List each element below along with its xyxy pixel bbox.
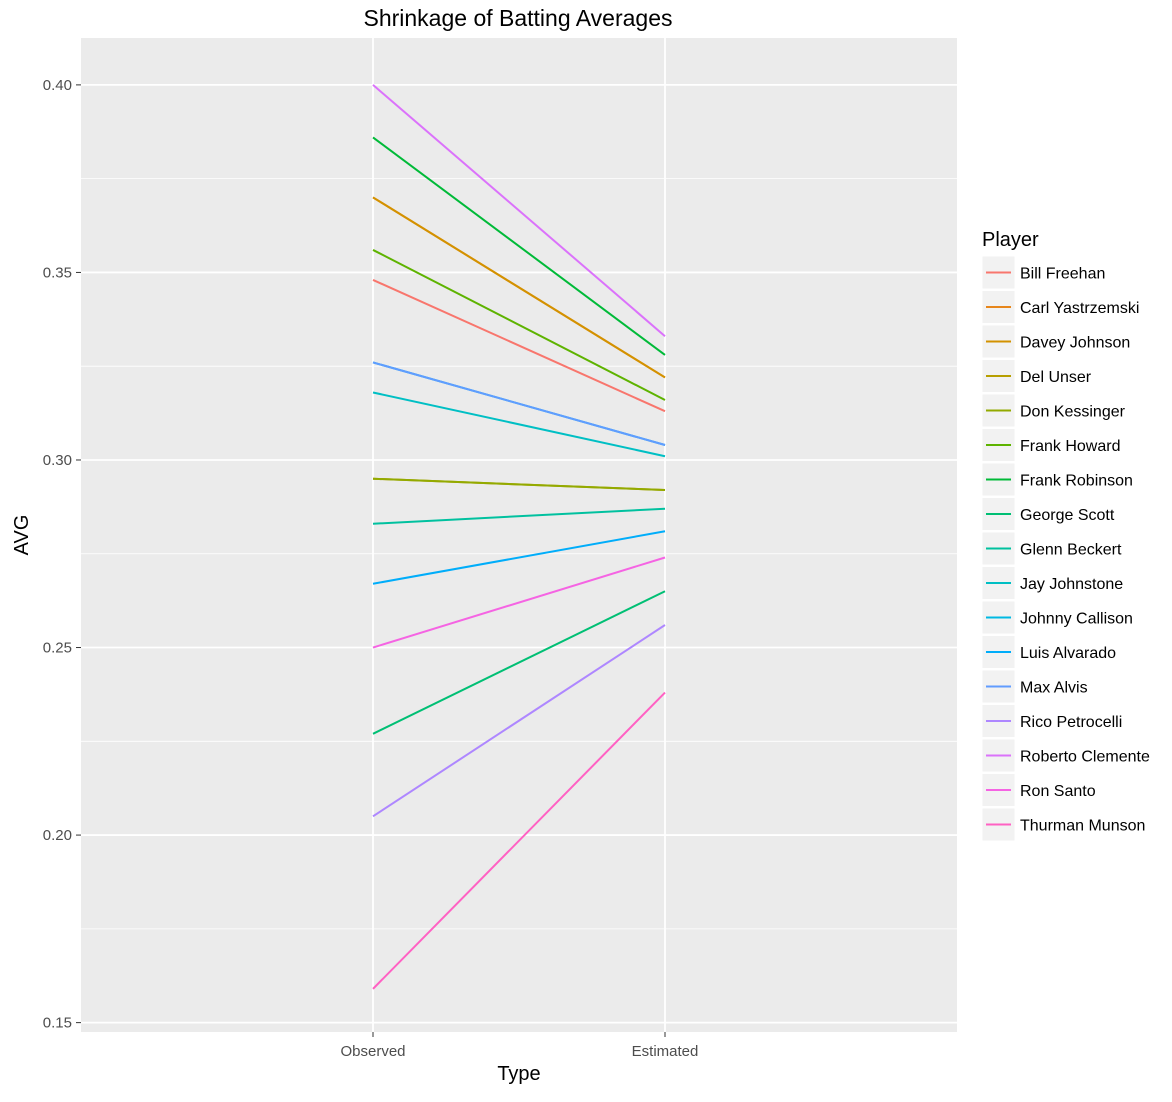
legend-item-glenn-beckert: Glenn Beckert [981,531,1122,566]
series-line-don-kessinger [372,477,666,491]
legend-label: Ron Santo [1020,783,1096,800]
legend-item-del-unser: Del Unser [981,359,1092,393]
legend-label: Frank Howard [1020,438,1120,455]
legend-label: Del Unser [1020,369,1092,386]
legend-item-frank-howard: Frank Howard [981,428,1120,462]
legend-label: Frank Robinson [1020,473,1133,490]
legend-item-johnny-callison: Johnny Callison [981,600,1133,635]
legend-item-thurman-munson: Thurman Munson [981,807,1145,842]
legend-label: Roberto Clemente [1020,749,1150,766]
series-line-roberto-clemente [372,84,666,337]
x-tick-label: Estimated [632,1043,699,1060]
legend-label: Jay Johnstone [1020,576,1123,593]
series-line-frank-howard [372,249,666,401]
series-line-thurman-munson [372,691,666,990]
legend-item-luis-alvarado: Luis Alvarado [981,635,1116,669]
plot-panel [81,38,957,1032]
legend-label: Glenn Beckert [1020,542,1122,559]
legend-label: Rico Petrocelli [1020,714,1122,731]
legend-label: Johnny Callison [1020,611,1133,628]
y-tick-label: 0.15 [43,1015,72,1032]
legend-title: Player [982,229,1039,251]
legend-item-carl-yastrzemski: Carl Yastrzemski [981,290,1139,324]
series-lines [372,84,666,990]
y-tick-label: 0.20 [43,827,72,844]
series-line-glenn-beckert [372,507,666,525]
legend-item-ron-santo: Ron Santo [981,773,1096,807]
y-tick-label: 0.30 [43,452,72,469]
legend-item-don-kessinger: Don Kessinger [981,393,1126,428]
legend-item-frank-robinson: Frank Robinson [981,462,1133,497]
series-line-jay-johnstone [372,391,666,458]
series-line-luis-alvarado [372,530,666,585]
legend-items: Bill Freehan Carl Yastrzemski Davey Johnso… [981,255,1150,842]
legend-label: Don Kessinger [1020,404,1126,421]
series-line-davey-johnson [372,196,666,379]
legend-label: Bill Freehan [1020,266,1105,283]
y-tick-label: 0.35 [43,264,72,281]
legend-label: Davey Johnson [1020,335,1130,352]
legend-item-roberto-clemente: Roberto Clemente [981,738,1150,773]
legend-item-george-scott: George Scott [981,497,1115,531]
y-axis: 0.15 0.20 0.25 0.30 0.35 0.40 [43,77,81,1032]
series-line-george-scott [372,590,666,735]
legend: Player Bill Freehan Carl Yastrzemski Davey… [981,229,1150,842]
y-tick-label: 0.25 [43,640,72,657]
series-line-rico-petrocelli [372,624,666,818]
legend-label: George Scott [1020,507,1115,524]
legend-item-rico-petrocelli: Rico Petrocelli [981,704,1122,738]
legend-label: Luis Alvarado [1020,645,1116,662]
y-axis-title: AVG [11,515,33,556]
series-line-bill-freehan [372,279,666,413]
x-axis: Observed Estimated [340,1032,698,1060]
series-line-max-alvis [372,361,666,446]
legend-label: Carl Yastrzemski [1020,300,1139,317]
chart-title: Shrinkage of Batting Averages [363,5,672,31]
legend-label: Thurman Munson [1020,818,1145,835]
x-tick-label: Observed [340,1043,405,1060]
grid-lines [81,38,957,1032]
legend-item-jay-johnstone: Jay Johnstone [981,566,1123,600]
legend-item-davey-johnson: Davey Johnson [981,324,1130,359]
series-line-ron-santo [372,556,666,649]
x-axis-title: Type [497,1063,540,1085]
legend-label: Max Alvis [1020,680,1088,697]
y-tick-label: 0.40 [43,77,72,94]
legend-item-max-alvis: Max Alvis [981,669,1088,704]
legend-item-bill-freehan: Bill Freehan [981,255,1105,290]
series-line-frank-robinson [372,136,666,356]
